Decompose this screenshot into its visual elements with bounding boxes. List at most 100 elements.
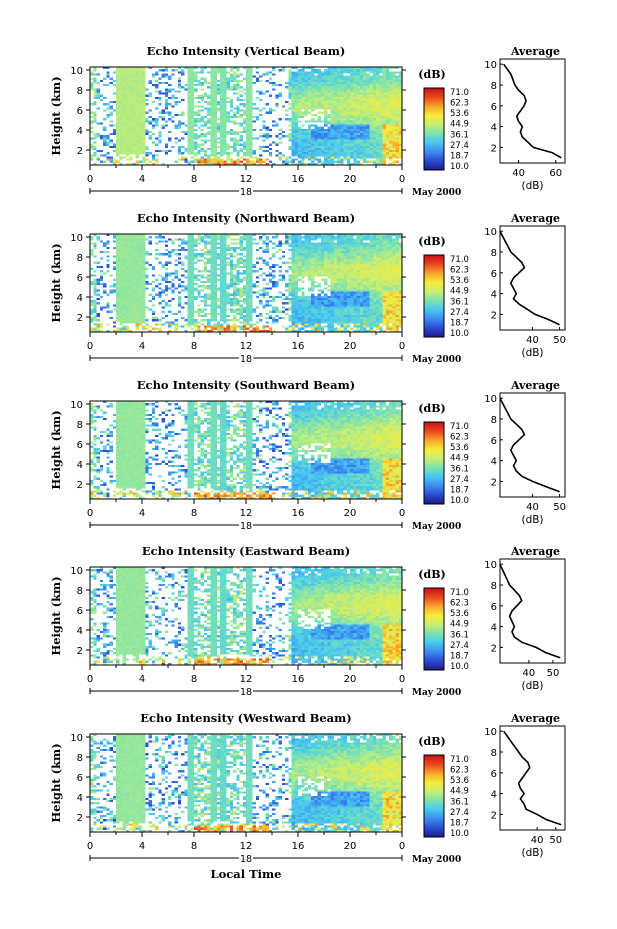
panel-title: Echo Intensity (Northward Beam) <box>137 211 355 225</box>
average-y-tick-label: 2 <box>491 810 497 821</box>
x-tick-label: 4 <box>139 841 145 852</box>
colorbar-tick-label: 36.1 <box>450 297 469 307</box>
average-frame <box>499 225 566 331</box>
colorbar-tick-label: 53.6 <box>450 109 469 119</box>
colorbar-frame <box>423 421 445 505</box>
average-y-tick-label: 10 <box>484 560 497 571</box>
x-tick-label: 0 <box>399 508 405 519</box>
x-tick-label: 8 <box>191 508 197 519</box>
average-y-tick-label: 10 <box>484 727 497 738</box>
y-tick-label: 8 <box>77 253 83 264</box>
colorbar-frame <box>423 587 445 671</box>
colorbar-label: (dB) <box>418 68 445 81</box>
y-axis-label: Height (km) <box>49 76 63 155</box>
colorbar <box>424 588 444 670</box>
x-tick-label: 16 <box>292 174 305 185</box>
heatmap-image <box>90 234 402 332</box>
colorbar-tick-label: 53.6 <box>450 443 469 453</box>
colorbar-tick-label: 71.0 <box>450 422 469 432</box>
colorbar-tick-label: 36.1 <box>450 630 469 640</box>
colorbar-tick-label: 71.0 <box>450 755 469 765</box>
y-tick-label: 4 <box>77 626 83 637</box>
colorbar-label: (dB) <box>418 735 445 748</box>
colorbar-tick-label: 10.0 <box>450 329 469 339</box>
heatmap-image <box>90 67 402 165</box>
x-tick-label: 0 <box>399 341 405 352</box>
heatmap-image <box>90 734 402 832</box>
average-x-tick-label: 60 <box>549 168 562 179</box>
average-x-label: (dB) <box>521 680 543 692</box>
x-tick-label: 8 <box>191 674 197 685</box>
average-x-tick-label: 40 <box>531 835 544 846</box>
average-frame <box>499 58 566 164</box>
date-label: May 2000 <box>412 855 461 865</box>
x-tick-label: 16 <box>292 841 305 852</box>
colorbar-tick-label: 53.6 <box>450 609 469 619</box>
average-y-tick-label: 8 <box>491 748 497 759</box>
colorbar-tick-label: 44.9 <box>450 620 469 630</box>
y-tick-label: 10 <box>70 400 83 411</box>
x-tick-label: 12 <box>240 508 253 519</box>
y-tick-label: 6 <box>77 440 83 451</box>
y-tick-label: 4 <box>77 126 83 137</box>
x-tick-label: 20 <box>344 508 357 519</box>
colorbar-tick-label: 27.4 <box>450 141 469 151</box>
colorbar <box>424 88 444 170</box>
x-tick-label: 0 <box>87 508 93 519</box>
average-y-tick-label: 2 <box>491 477 497 488</box>
average-y-tick-label: 4 <box>491 623 497 634</box>
colorbar-tick-label: 62.3 <box>450 433 469 443</box>
y-tick-label: 6 <box>77 606 83 617</box>
day-label: 18 <box>240 354 252 365</box>
y-tick-label: 8 <box>77 586 83 597</box>
colorbar <box>424 422 444 504</box>
average-x-tick-label: 40 <box>512 168 525 179</box>
y-tick-label: 2 <box>77 313 83 324</box>
average-y-tick-label: 4 <box>491 123 497 134</box>
colorbar-tick-label: 44.9 <box>450 287 469 297</box>
heatmap-image <box>90 401 402 499</box>
y-axis-label: Height (km) <box>49 410 63 489</box>
colorbar <box>424 255 444 337</box>
panel-5: Echo Intensity (Westward Beam) 2 4 6 8 10 Heig… <box>49 711 566 881</box>
average-y-tick-label: 2 <box>491 310 497 321</box>
panel-4: Echo Intensity (Eastward Beam) 2 4 6 8 10 Heig… <box>49 544 566 700</box>
day-label: 18 <box>240 521 252 532</box>
x-tick-label: 0 <box>87 674 93 685</box>
average-y-tick-label: 2 <box>491 143 497 154</box>
x-tick-label: 4 <box>139 508 145 519</box>
date-label: May 2000 <box>412 188 461 198</box>
x-tick-label: 4 <box>139 674 145 685</box>
colorbar-tick-label: 27.4 <box>450 808 469 818</box>
colorbar-tick-label: 36.1 <box>450 797 469 807</box>
colorbar-frame <box>423 254 445 338</box>
y-tick-label: 8 <box>77 753 83 764</box>
x-tick-label: 8 <box>191 841 197 852</box>
colorbar-label: (dB) <box>418 402 445 415</box>
y-tick-label: 6 <box>77 106 83 117</box>
day-label: 18 <box>240 187 252 198</box>
y-tick-label: 6 <box>77 273 83 284</box>
average-x-label: (dB) <box>521 514 543 526</box>
y-tick-label: 10 <box>70 233 83 244</box>
x-tick-label: 12 <box>240 674 253 685</box>
day-label: 18 <box>240 687 252 698</box>
average-x-tick-label: 40 <box>526 335 539 346</box>
average-x-label: (dB) <box>521 180 543 192</box>
y-tick-label: 8 <box>77 420 83 431</box>
y-tick-label: 2 <box>77 146 83 157</box>
y-tick-label: 8 <box>77 86 83 97</box>
panel-3: Echo Intensity (Southward Beam) 2 4 6 8 10 Hei… <box>49 378 566 534</box>
colorbar-tick-label: 71.0 <box>450 88 469 98</box>
x-tick-label: 0 <box>399 841 405 852</box>
average-y-tick-label: 6 <box>491 602 497 613</box>
panel-title: Echo Intensity (Vertical Beam) <box>147 44 346 58</box>
y-tick-label: 4 <box>77 793 83 804</box>
y-axis-label: Height (km) <box>49 743 63 822</box>
colorbar-tick-label: 10.0 <box>450 829 469 839</box>
y-tick-label: 10 <box>70 66 83 77</box>
x-tick-label: 4 <box>139 174 145 185</box>
panel-title: Echo Intensity (Eastward Beam) <box>142 544 350 558</box>
x-tick-label: 20 <box>344 674 357 685</box>
